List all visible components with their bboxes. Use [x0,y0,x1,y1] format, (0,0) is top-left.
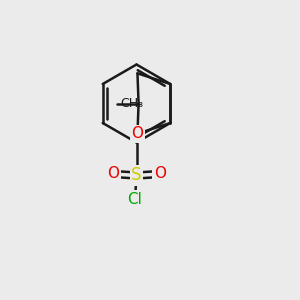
Text: S: S [131,167,142,184]
Text: CH₃: CH₃ [121,97,144,110]
Text: O: O [154,167,166,182]
Text: O: O [131,126,143,141]
Text: O: O [107,167,119,182]
Text: Cl: Cl [128,192,142,207]
